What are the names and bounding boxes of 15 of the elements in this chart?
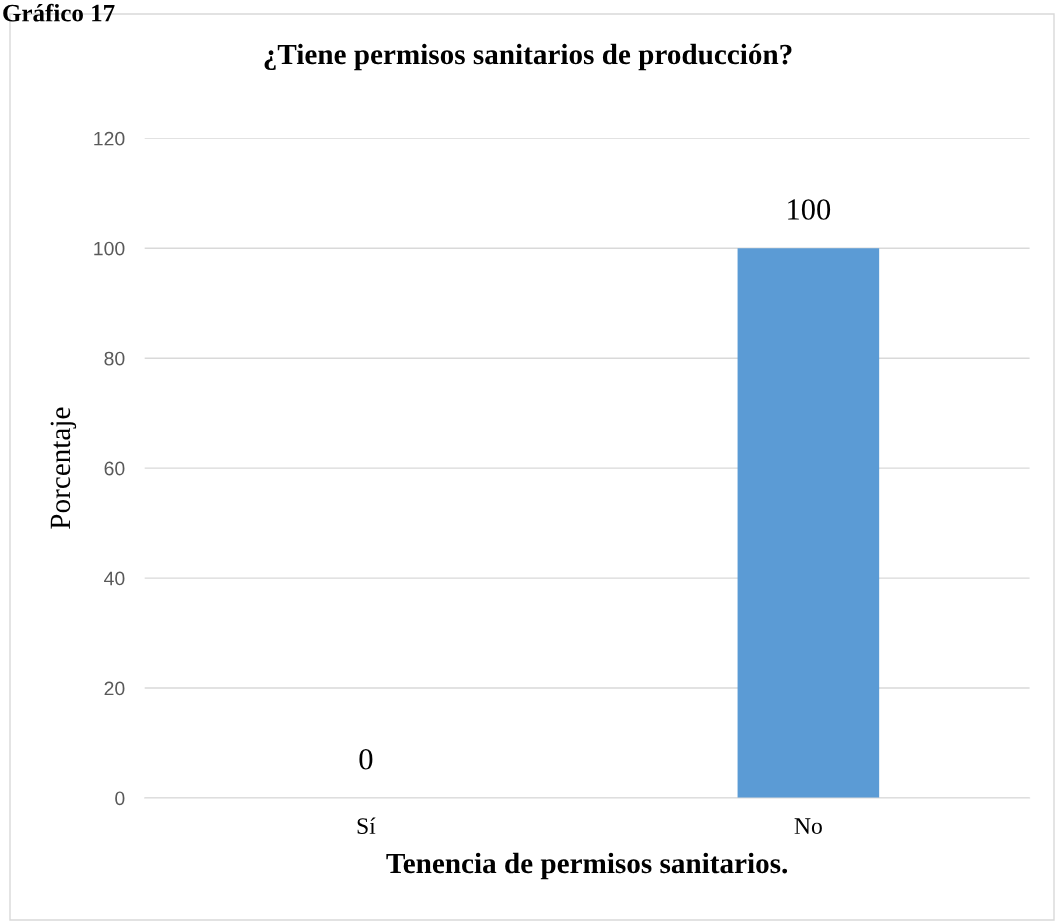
y-tick-label: 60 — [104, 461, 125, 476]
x-tick-label: No — [794, 818, 822, 835]
x-tick-label: Sí — [357, 817, 376, 835]
y-tick-label: 20 — [104, 681, 125, 696]
y-tick-label: 40 — [104, 571, 125, 586]
y-tick-label: 80 — [104, 351, 125, 366]
data-label: 0 — [359, 748, 373, 770]
y-tick-label: 120 — [94, 131, 125, 146]
chart-title: ¿Tiene permisos sanitarios de producción? — [264, 43, 792, 71]
y-axis-title: Porcentaje — [50, 407, 77, 529]
data-label: 100 — [788, 199, 831, 220]
y-tick-label: 0 — [115, 791, 125, 806]
x-axis-title: Tenencia de permisos sanitarios. — [386, 852, 788, 880]
y-tick-label: 100 — [94, 241, 125, 256]
text: Gráfico 17 — [3, 3, 115, 22]
